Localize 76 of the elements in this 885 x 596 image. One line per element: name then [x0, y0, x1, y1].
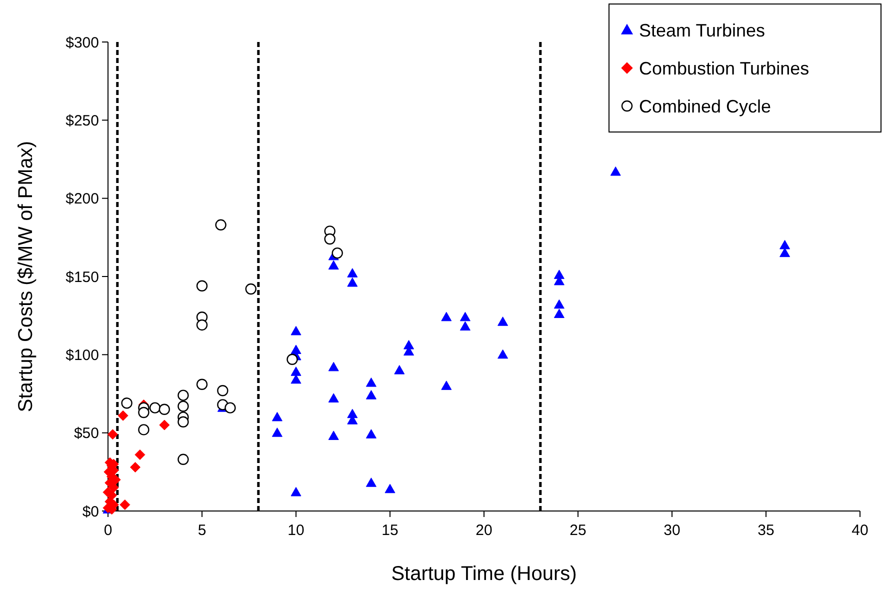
point — [118, 410, 128, 421]
y-axis-title: Startup Costs ($/MW of PMax) — [15, 140, 37, 412]
point — [149, 402, 161, 414]
point — [290, 374, 302, 384]
point — [178, 400, 189, 412]
point — [158, 404, 170, 415]
point — [159, 420, 170, 430]
legend-label: Steam Turbines — [639, 20, 766, 40]
point — [328, 260, 339, 270]
point — [272, 412, 282, 422]
point — [290, 326, 302, 336]
y-tick-label: $0 — [82, 503, 99, 520]
point — [215, 219, 226, 230]
x-tick-label: 15 — [382, 522, 398, 539]
y-tick-label: $200 — [66, 190, 99, 208]
point — [498, 349, 508, 359]
x-tick-label: 30 — [664, 522, 680, 539]
x-tick-label: 35 — [758, 522, 774, 539]
point — [108, 482, 119, 493]
point — [290, 366, 302, 376]
y-tick-label: $150 — [66, 268, 99, 286]
point — [120, 499, 130, 510]
point — [196, 319, 208, 331]
point — [245, 283, 256, 295]
point — [134, 449, 146, 460]
y-tick-label: $300 — [66, 34, 99, 52]
point — [347, 278, 358, 287]
point — [138, 424, 150, 436]
point — [328, 430, 339, 440]
point — [217, 385, 228, 396]
point — [394, 365, 405, 374]
x-tick-label: 0 — [104, 522, 112, 539]
point — [196, 280, 208, 292]
point — [366, 478, 376, 487]
point — [178, 390, 189, 401]
legend-label: Combustion Turbines — [639, 58, 810, 78]
point — [324, 233, 336, 245]
x-tick-label: 40 — [852, 522, 868, 539]
point — [441, 380, 452, 390]
point — [610, 166, 621, 176]
point — [178, 454, 189, 465]
point — [272, 428, 282, 437]
y-tick-label: $100 — [66, 346, 99, 364]
point — [366, 390, 376, 400]
point — [554, 299, 564, 309]
point — [554, 308, 564, 318]
point — [366, 378, 376, 387]
y-tick-label: $250 — [66, 112, 99, 130]
point — [366, 429, 376, 438]
point — [328, 393, 339, 402]
point — [384, 484, 396, 494]
point — [332, 247, 343, 259]
point — [498, 316, 508, 326]
point — [441, 312, 452, 322]
point — [178, 416, 189, 428]
point — [286, 354, 298, 365]
point — [107, 429, 118, 440]
point — [224, 402, 236, 414]
x-tick-label: 10 — [288, 522, 304, 539]
y-tick-label: $50 — [74, 425, 99, 442]
point — [121, 398, 132, 409]
point — [347, 268, 358, 278]
point — [290, 486, 302, 496]
point — [780, 248, 790, 258]
x-tick-label: 25 — [570, 522, 586, 539]
point — [780, 240, 790, 250]
point — [460, 312, 470, 322]
point — [130, 462, 141, 472]
x-axis-title: Startup Time (Hours) — [391, 563, 577, 585]
x-tick-label: 20 — [476, 522, 492, 539]
x-tick-label: 5 — [198, 522, 206, 539]
point — [328, 362, 339, 372]
point — [460, 321, 470, 331]
point — [196, 378, 208, 390]
legend-label: Combined Cycle — [639, 96, 772, 116]
point — [138, 406, 150, 418]
